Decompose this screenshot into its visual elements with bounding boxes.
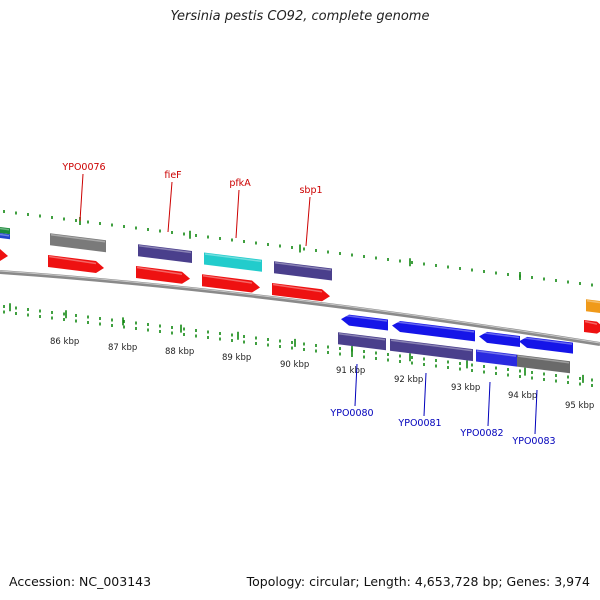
- feature-green-edge-body: [0, 227, 10, 235]
- gene-arrow-right-edge-shine: [584, 320, 598, 325]
- feature-purple-ypo0080: [338, 332, 386, 351]
- gene-label: YPO0082: [459, 428, 503, 439]
- feature-blue-edge-shine: [0, 233, 10, 237]
- gene-arrow-fief-shine: [136, 266, 183, 275]
- feature-gray-ypo0076: [50, 233, 106, 253]
- gene-label-leader: [235, 189, 240, 239]
- gene-arrow-ypo0080-body: [341, 314, 388, 331]
- feature-gray-ypo0076-body: [50, 233, 106, 253]
- gene-arrow-ypo0082: [479, 331, 520, 347]
- feature-purple-ypo0081-shine: [390, 339, 473, 352]
- gene-arrow-pfka-body: [202, 274, 260, 293]
- gene-arrow-ypo0080-shine: [341, 314, 388, 322]
- gene-label: fieF: [164, 170, 181, 181]
- scale-label: 87 kbp: [108, 343, 137, 353]
- feature-blue-edge-body: [0, 233, 10, 240]
- feature-purple-fief: [138, 244, 192, 263]
- feature-purple-ypo0080-shine: [338, 333, 386, 341]
- gene-label-leader: [79, 173, 84, 222]
- gene-arrow-sbp1: [272, 283, 330, 302]
- feature-blue-ypo0082-body: [476, 349, 517, 367]
- feature-blue-edge: [0, 233, 10, 240]
- gene-arrow-ypo0076-shine: [48, 255, 97, 265]
- gene-arrow-ypo0081-body: [392, 321, 475, 342]
- feature-green-edge-shine: [0, 227, 10, 231]
- map-title: Yersinia pestis CO92, complete genome: [170, 9, 430, 24]
- gene-arrow-pfka-shine: [202, 275, 253, 284]
- gene-arrow-sbp1-shine: [272, 283, 323, 293]
- gene-arrow-ypo0082-body: [479, 331, 520, 347]
- feature-gray-ypo0083-shine: [517, 355, 570, 364]
- gene-label: YPO0080: [329, 408, 373, 419]
- gene-arrow-ypo0076: [48, 255, 104, 273]
- feature-blue-ypo0082: [476, 349, 517, 367]
- feature-cyan-pfka-body: [204, 252, 262, 272]
- scale-label: 92 kbp: [394, 375, 423, 385]
- accession-text: Accession: NC_003143: [9, 574, 152, 589]
- feature-purple-ypo0081-body: [390, 338, 473, 362]
- feature-purple-sbp1-shine: [274, 262, 332, 271]
- feature-gray-ypo0083-body: [517, 354, 570, 374]
- feature-orange-edge: [586, 299, 600, 313]
- gene-label: YPO0076: [61, 162, 105, 173]
- feature-purple-fief-shine: [138, 245, 192, 254]
- gene-arrow-ypo0081: [392, 320, 475, 342]
- scale-label: 89 kbp: [222, 353, 251, 363]
- gene-label: pfkA: [229, 178, 251, 189]
- gene-arrow-ypo0083: [519, 336, 573, 354]
- feature-cyan-pfka-shine: [204, 253, 262, 262]
- feature-cyan-pfka: [204, 252, 262, 272]
- feature-gray-ypo0083: [517, 354, 570, 374]
- gene-arrow-edge: [0, 249, 8, 261]
- gene-arrow-ypo0082-shine: [479, 331, 520, 339]
- feature-green-edge: [0, 227, 10, 235]
- scale-label: 93 kbp: [451, 383, 480, 393]
- feature-orange-edge-body: [586, 299, 600, 313]
- feature-purple-sbp1-body: [274, 261, 332, 281]
- gene-arrow-right-edge-body: [584, 320, 600, 334]
- topology-text: Topology: circular; Length: 4,653,728 bp…: [246, 574, 590, 589]
- gene-arrow-fief: [136, 266, 190, 284]
- feature-gray-ypo0076-shine: [50, 234, 106, 243]
- gene-label-leader: [167, 181, 173, 233]
- scale-label: 91 kbp: [336, 366, 365, 376]
- feature-purple-ypo0080-body: [338, 332, 386, 351]
- feature-purple-ypo0081: [390, 338, 473, 362]
- gene-label: sbp1: [299, 185, 322, 196]
- feature-purple-fief-body: [138, 244, 192, 263]
- gene-label-leader: [487, 381, 491, 427]
- feature-purple-sbp1: [274, 261, 332, 281]
- gene-label: YPO0083: [511, 436, 555, 447]
- scale-label: 86 kbp: [50, 337, 79, 347]
- gene-arrow-sbp1-body: [272, 283, 330, 302]
- gene-arrow-ypo0083-shine: [519, 336, 573, 345]
- gene-arrow-right-edge: [584, 320, 600, 334]
- genome-backbone: [0, 270, 600, 346]
- gene-label-leader: [354, 363, 358, 407]
- gene-arrow-fief-body: [136, 266, 190, 284]
- gene-arrow-pfka: [202, 274, 260, 293]
- gene-arrow-ypo0076-body: [48, 255, 104, 273]
- gene-arrow-edge-body: [0, 249, 8, 261]
- scale-label: 90 kbp: [280, 360, 309, 370]
- gene-label: YPO0081: [397, 418, 441, 429]
- gene-arrow-ypo0080: [341, 314, 388, 331]
- scale-label: 95 kbp: [565, 401, 594, 411]
- feature-blue-ypo0082-shine: [476, 350, 517, 357]
- scale-label: 94 kbp: [508, 391, 537, 401]
- gene-label-leader: [305, 196, 311, 247]
- gene-arrow-ypo0083-body: [519, 336, 573, 354]
- gene-label-leader: [423, 372, 427, 417]
- feature-orange-edge-shine: [586, 300, 600, 304]
- gene-label-leader: [534, 389, 538, 435]
- genome-backbone-highlight: [0, 270, 600, 344]
- scale-label: 88 kbp: [165, 347, 194, 357]
- gene-arrow-ypo0081-shine: [392, 320, 475, 333]
